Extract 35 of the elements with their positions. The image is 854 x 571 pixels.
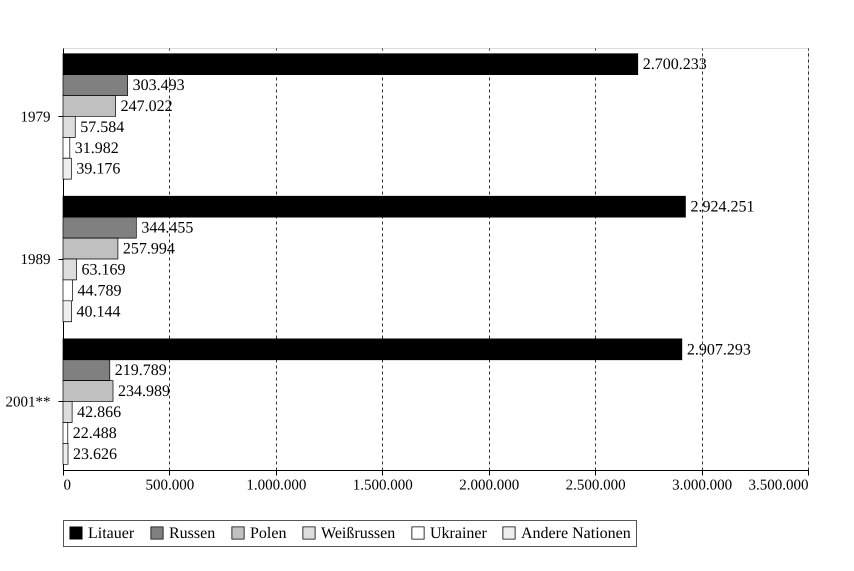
x-tick-label: 500.000 bbox=[146, 478, 194, 494]
legend-label: Russen bbox=[169, 525, 216, 542]
data-label: 23.626 bbox=[73, 446, 118, 463]
y-tick-label: 1989 bbox=[20, 252, 50, 268]
data-label: 22.488 bbox=[72, 424, 117, 442]
x-tick-label: 1.500.000 bbox=[352, 478, 413, 494]
data-label: 31.982 bbox=[74, 140, 119, 157]
data-label: 234.989 bbox=[118, 383, 170, 400]
x-tick-label: 3.000.000 bbox=[672, 478, 732, 494]
data-label: 219.789 bbox=[114, 362, 167, 380]
data-label: 257.994 bbox=[122, 240, 175, 258]
legend-label: Weißrussen bbox=[321, 525, 396, 542]
x-tick-label: 3.500.000 bbox=[748, 478, 808, 494]
legend-label: Litauer bbox=[88, 525, 135, 542]
x-tick-label: 0 bbox=[64, 478, 71, 494]
y-tick-label: 1979 bbox=[20, 109, 50, 126]
data-label: 44.789 bbox=[78, 282, 122, 300]
data-label: 344.455 bbox=[141, 220, 194, 237]
data-label: 2.924.251 bbox=[690, 198, 754, 216]
data-label: 42.866 bbox=[77, 404, 122, 422]
legend-label: Andere Nationen bbox=[521, 525, 631, 542]
data-label: 303.493 bbox=[132, 77, 185, 94]
y-tick-label: 2001** bbox=[6, 394, 50, 411]
data-label: 40.144 bbox=[76, 303, 121, 320]
x-tick-label: 2.500.000 bbox=[566, 478, 626, 494]
legend-label: Polen bbox=[250, 525, 286, 542]
legend-label: Ukrainer bbox=[430, 525, 488, 542]
data-label: 2.700.233 bbox=[642, 56, 707, 74]
data-label: 39.176 bbox=[76, 160, 120, 178]
data-label: 63.169 bbox=[81, 261, 126, 278]
data-label: 247.022 bbox=[120, 98, 173, 115]
data-label: 57.584 bbox=[80, 118, 124, 136]
data-label: 2.907.293 bbox=[686, 341, 751, 358]
x-tick-label: 1.000.000 bbox=[246, 478, 306, 494]
x-tick-label: 2.000.000 bbox=[459, 478, 520, 494]
